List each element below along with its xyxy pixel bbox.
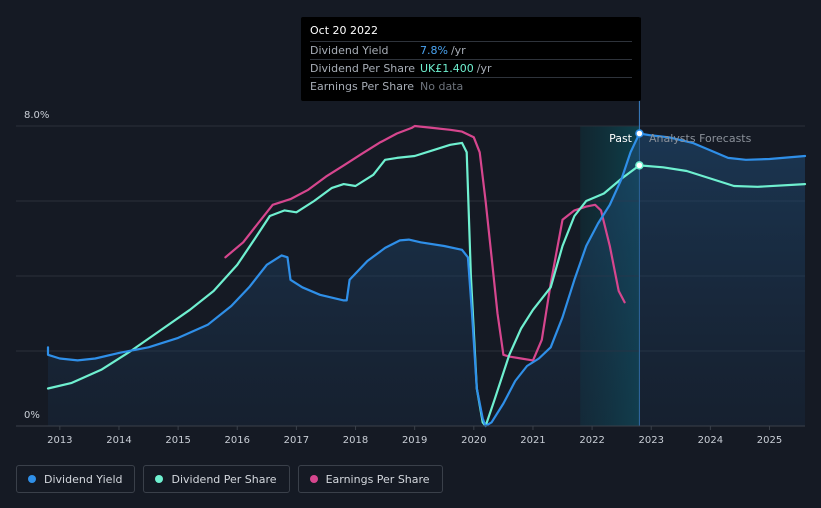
x-tick-label: 2022 [579, 435, 604, 446]
legend-dot-icon [155, 475, 164, 483]
tooltip-value: No data [420, 80, 464, 93]
tooltip-row-dividend-yield: Dividend Yield 7.8% /yr [310, 41, 632, 59]
dividend-yield-marker [635, 129, 644, 138]
legend-item-dividend-yield[interactable]: Dividend Yield [16, 465, 136, 493]
legend-label: Dividend Per Share [171, 472, 277, 486]
tooltip-unit: /yr [476, 62, 492, 75]
x-tick-label: 2020 [461, 435, 486, 446]
legend-item-dividend-per-share[interactable]: Dividend Per Share [143, 465, 290, 493]
tooltip-value: UK£1.400 [420, 62, 474, 75]
x-tick-label: 2023 [639, 435, 664, 446]
x-tick-label: 2015 [165, 435, 190, 446]
tooltip-value: 7.8% [420, 44, 448, 57]
x-tick-label: 2014 [106, 435, 131, 446]
x-tick-label: 2016 [225, 435, 250, 446]
y-tick-label-bottom: 0% [24, 410, 40, 421]
x-tick-label: 2021 [520, 435, 545, 446]
x-tick-label: 2025 [757, 435, 782, 446]
legend: Dividend Yield Dividend Per Share Earnin… [16, 465, 443, 493]
earnings-per-share-line [224, 124, 626, 362]
tooltip-label: Dividend Yield [310, 44, 389, 57]
legend-item-earnings-per-share[interactable]: Earnings Per Share [297, 465, 443, 493]
dividend-yield-line [46, 132, 807, 428]
x-tick-label: 2024 [698, 435, 723, 446]
legend-label: Dividend Yield [44, 472, 123, 486]
tooltip-unit: /yr [450, 44, 466, 57]
x-tick-label: 2017 [284, 435, 309, 446]
x-tick-label: 2019 [402, 435, 427, 446]
dividend-per-share-marker [635, 161, 644, 170]
x-tick-label: 2013 [47, 435, 72, 446]
tooltip: Oct 20 2022 Dividend Yield 7.8% /yr Divi… [301, 17, 641, 101]
tooltip-row-dividend-per-share: Dividend Per Share UK£1.400 /yr [310, 59, 632, 77]
legend-label: Earnings Per Share [325, 472, 430, 486]
forecast-label: Analysts Forecasts [649, 132, 752, 145]
tooltip-row-earnings-per-share: Earnings Per Share No data [310, 77, 632, 95]
legend-dot-icon [309, 475, 318, 483]
tooltip-label: Earnings Per Share [310, 80, 415, 93]
dividend-per-share-line [46, 141, 807, 428]
dividend-yield-area [48, 133, 805, 426]
tooltip-label: Dividend Per Share [310, 62, 416, 75]
y-tick-label-top: 8.0% [24, 110, 49, 121]
past-label: Past [609, 132, 633, 145]
legend-dot-icon [28, 475, 36, 483]
tooltip-date: Oct 20 2022 [310, 24, 379, 37]
x-tick-label: 2018 [343, 435, 368, 446]
